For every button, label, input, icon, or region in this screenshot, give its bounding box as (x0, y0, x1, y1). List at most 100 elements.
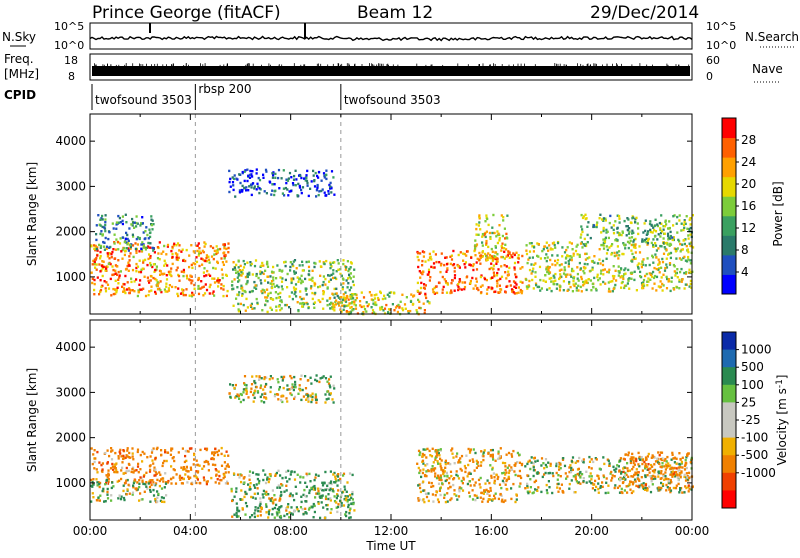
echo-cell (90, 271, 93, 274)
echo-cell (629, 459, 632, 463)
echo-cell (135, 215, 138, 218)
echo-cell (532, 287, 535, 290)
echo-cell (496, 241, 499, 245)
echo-cell (196, 471, 199, 474)
echo-cell (653, 282, 656, 285)
echo-cell (330, 170, 334, 173)
echo-cell (600, 231, 603, 234)
echo-cell (453, 477, 456, 480)
echo-cell (163, 459, 166, 463)
echo-cell (686, 248, 689, 251)
echo-cell (335, 299, 338, 302)
velocity-colorbar-tick-label: 500 (741, 360, 764, 374)
echo-cell (575, 289, 578, 292)
echo-cell (195, 256, 198, 259)
echo-cell (303, 177, 306, 180)
echo-cell (296, 195, 299, 198)
echo-cell (382, 309, 385, 312)
echo-cell (103, 226, 106, 229)
echo-cell (332, 401, 335, 404)
echo-cell (499, 290, 502, 294)
echo-cell (597, 482, 600, 485)
echo-cell (668, 486, 671, 490)
echo-cell (396, 304, 399, 308)
echo-cell (474, 239, 477, 242)
echo-cell (671, 238, 674, 242)
echo-cell (152, 276, 155, 280)
echo-cell (443, 470, 446, 473)
velocity-colorbar-label-main: Velocity [m s (775, 388, 789, 465)
echo-cell (425, 296, 428, 300)
echo-cell (196, 478, 199, 481)
echo-cell (276, 507, 279, 511)
echo-cell (663, 225, 667, 228)
echo-cell (475, 459, 478, 463)
echo-cell (94, 244, 97, 248)
echo-cell (101, 218, 104, 221)
echo-cell (304, 277, 307, 281)
echo-cell (483, 234, 486, 237)
echo-cell (494, 459, 497, 462)
echo-cell (146, 487, 149, 490)
echo-cell (621, 280, 624, 284)
echo-cell (139, 279, 142, 282)
echo-cell (346, 481, 349, 484)
echo-cell (517, 286, 520, 289)
echo-cell (529, 478, 532, 481)
echo-cell (197, 287, 200, 290)
echo-cell (144, 258, 147, 262)
echo-cell (117, 214, 120, 218)
echo-cell (655, 249, 658, 252)
echo-cell (671, 236, 674, 239)
echo-cell (286, 179, 290, 182)
echo-cell (590, 478, 593, 481)
echo-cell (419, 486, 422, 490)
echo-cell (264, 481, 268, 485)
echo-cell (335, 270, 338, 273)
echo-cell (362, 311, 365, 314)
echo-cell (475, 268, 479, 271)
echo-cell (513, 268, 516, 271)
echo-cell (102, 245, 106, 248)
echo-cell (571, 267, 574, 271)
echo-cell (231, 181, 235, 184)
echo-cell (421, 264, 424, 267)
echo-cell (419, 252, 422, 255)
echo-cell (422, 255, 425, 258)
y-tick-label: 1000 (55, 476, 86, 490)
echo-cell (430, 265, 433, 269)
echo-cell (173, 242, 176, 245)
echo-cell (280, 300, 283, 304)
echo-cell (125, 241, 128, 244)
echo-cell (322, 292, 325, 296)
echo-cell (640, 476, 643, 479)
echo-cell (640, 265, 643, 269)
echo-cell (113, 470, 116, 474)
echo-cell (231, 176, 234, 179)
echo-cell (300, 297, 303, 301)
echo-cell (562, 457, 565, 460)
echo-cell (344, 498, 347, 502)
velocity-colorbar-label-end: ] (775, 375, 789, 380)
echo-cell (379, 306, 382, 309)
echo-cell (182, 467, 186, 471)
echo-cell (623, 268, 626, 272)
echo-cell (557, 490, 560, 493)
echo-cell (353, 268, 356, 271)
echo-cell (664, 471, 667, 474)
echo-cell (620, 233, 623, 237)
echo-cell (221, 261, 224, 264)
echo-cell (128, 264, 131, 267)
echo-cell (156, 257, 160, 260)
echo-cell (670, 481, 673, 484)
echo-cell (440, 466, 443, 470)
echo-cell (142, 231, 145, 234)
echo-cell (444, 459, 447, 462)
echo-cell (432, 467, 435, 471)
echo-cell (197, 278, 200, 282)
echo-cell (96, 471, 99, 474)
echo-cell (658, 261, 661, 264)
echo-cell (497, 457, 500, 461)
echo-cell (478, 221, 481, 224)
echo-cell (365, 301, 368, 304)
